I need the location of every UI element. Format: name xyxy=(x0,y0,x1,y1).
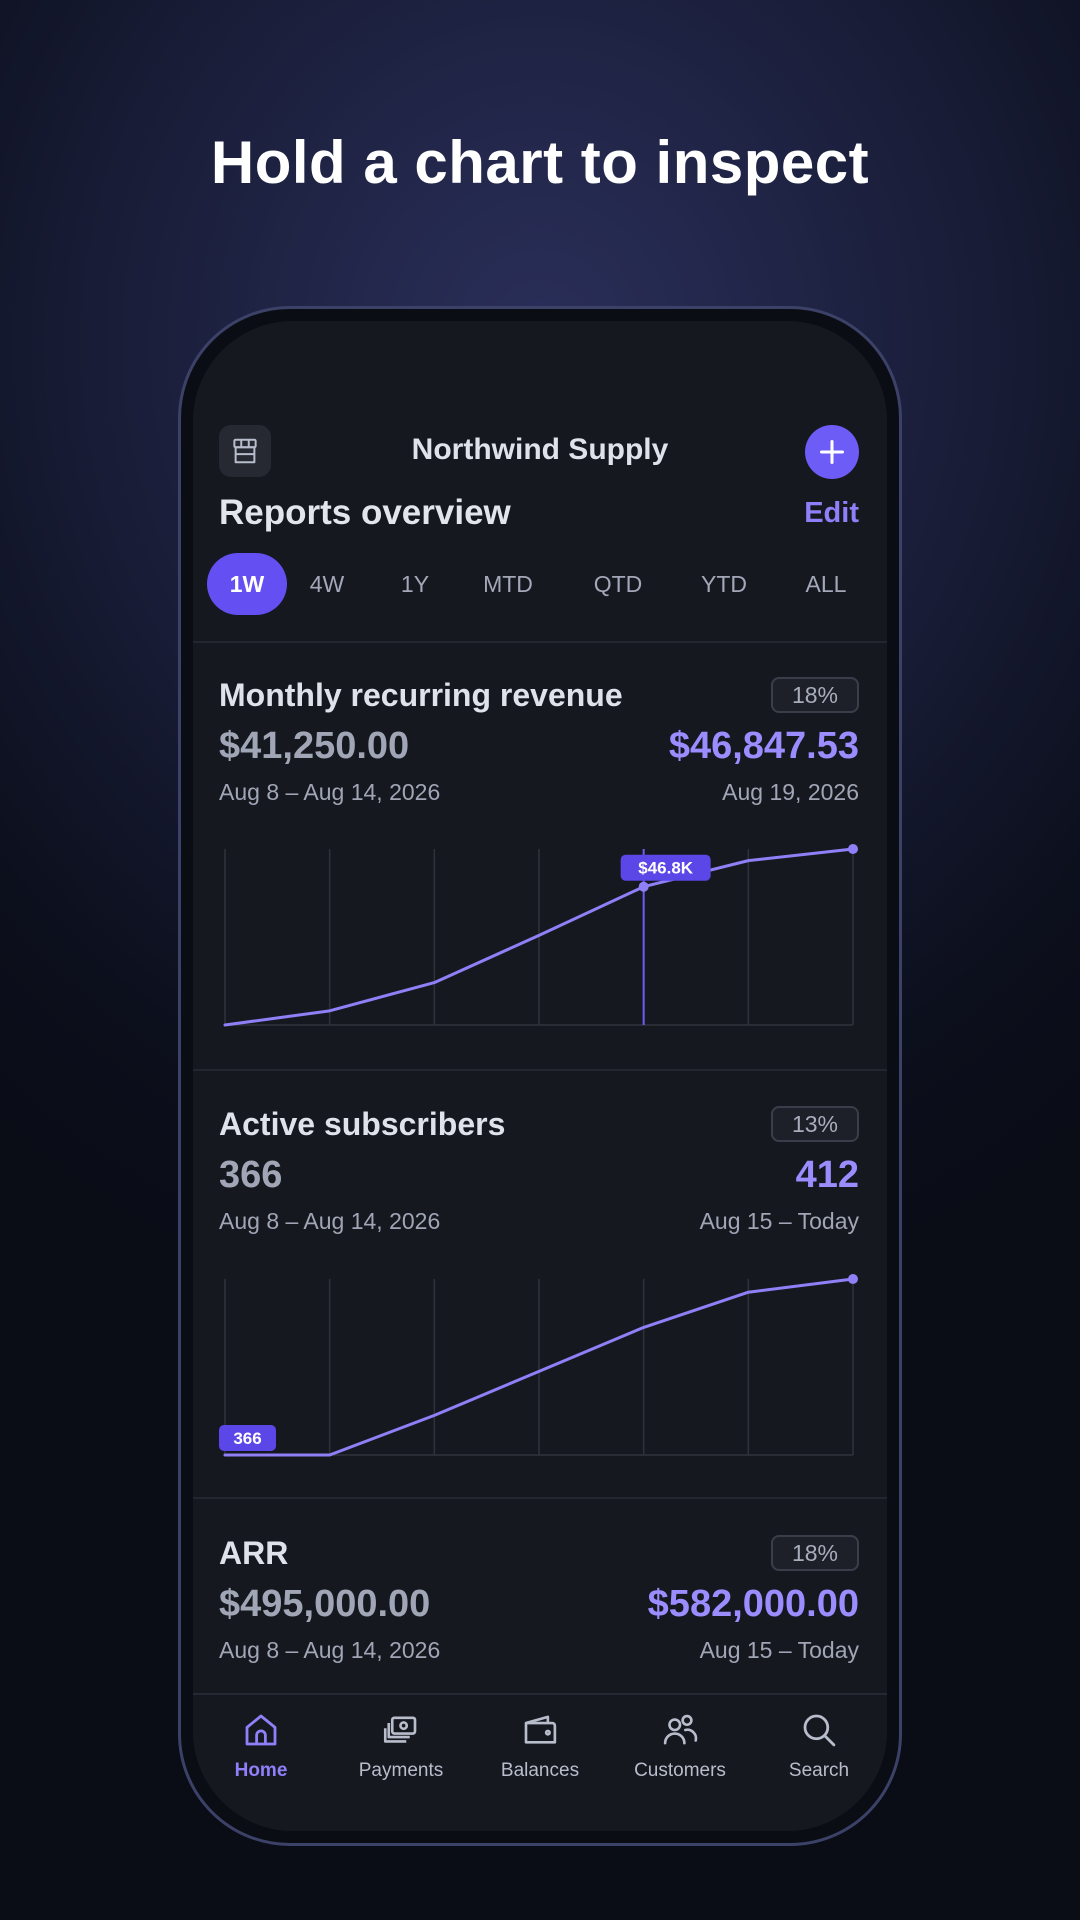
card-title-subscribers[interactable]: Active subscribers xyxy=(219,1106,506,1142)
nav-customers[interactable]: Customers xyxy=(612,1709,748,1782)
current-value: 412 xyxy=(795,1154,859,1196)
data-point xyxy=(848,1274,858,1284)
plus-icon xyxy=(819,439,845,465)
headline: Hold a chart to inspect xyxy=(210,129,870,196)
divider xyxy=(193,641,887,643)
tooltip-label: 366 xyxy=(233,1429,261,1448)
card-title-mrr[interactable]: Monthly recurring revenue xyxy=(219,677,623,713)
wallet-icon xyxy=(524,1715,557,1744)
change-badge: 18% xyxy=(771,1535,859,1571)
nav-label: Home xyxy=(234,1760,288,1781)
home-icon xyxy=(245,1714,277,1746)
tab-4w[interactable]: 4W xyxy=(309,571,345,597)
bottom-nav: Home Payments Balances xyxy=(193,1693,887,1831)
tooltip-label: $46.8K xyxy=(638,859,694,878)
payments-icon xyxy=(383,1716,417,1743)
nav-label: Payments xyxy=(358,1760,444,1781)
current-value: $582,000.00 xyxy=(647,1583,859,1625)
add-button[interactable] xyxy=(805,425,859,479)
data-point xyxy=(638,881,649,892)
nav-label: Balances xyxy=(500,1760,580,1781)
divider xyxy=(193,1069,887,1071)
search-icon xyxy=(803,1714,836,1747)
series-line xyxy=(223,847,855,1027)
previous-range: Aug 8 – Aug 14, 2026 xyxy=(219,1208,441,1234)
tab-all[interactable]: ALL xyxy=(805,571,847,597)
previous-range: Aug 8 – Aug 14, 2026 xyxy=(219,779,441,805)
change-badge: 13% xyxy=(771,1106,859,1142)
app-title: Northwind Supply xyxy=(411,433,669,466)
tab-qtd[interactable]: QTD xyxy=(593,571,643,597)
current-date: Aug 19, 2026 xyxy=(722,779,859,805)
tab-ytd[interactable]: YTD xyxy=(701,571,747,597)
nav-search[interactable]: Search xyxy=(751,1709,887,1782)
current-value: $46,847.53 xyxy=(668,725,859,767)
nav-balances[interactable]: Balances xyxy=(472,1709,608,1782)
store-button[interactable] xyxy=(219,425,271,477)
current-date: Aug 15 – Today xyxy=(699,1637,859,1663)
section-title: Reports overview xyxy=(219,493,511,532)
nav-label: Customers xyxy=(634,1760,726,1781)
tooltip-box xyxy=(620,854,711,881)
tab-mtd[interactable]: MTD xyxy=(483,571,533,597)
change-badge: 18% xyxy=(771,677,859,713)
tab-1y[interactable]: 1Y xyxy=(400,571,430,597)
previous-value: 366 xyxy=(219,1154,283,1196)
previous-range: Aug 8 – Aug 14, 2026 xyxy=(219,1637,441,1663)
nav-home[interactable]: Home xyxy=(193,1709,329,1782)
previous-value: $41,250.00 xyxy=(219,725,410,767)
app-screen: Northwind Supply Reports overview Edit 1… xyxy=(193,321,887,1831)
phone-frame: Northwind Supply Reports overview Edit 1… xyxy=(178,306,902,1846)
tooltip-box xyxy=(219,1425,276,1451)
nav-label: Search xyxy=(788,1760,850,1781)
customers-icon xyxy=(663,1714,698,1745)
storefront-icon xyxy=(233,438,257,464)
card-title-arr[interactable]: ARR xyxy=(219,1535,289,1571)
current-date: Aug 15 – Today xyxy=(699,1208,859,1234)
nav-payments[interactable]: Payments xyxy=(333,1709,469,1782)
edit-button[interactable]: Edit xyxy=(804,497,859,529)
subscribers-chart[interactable]: 366 xyxy=(219,1273,859,1463)
tab-1w[interactable]: 1W xyxy=(207,553,287,615)
divider xyxy=(193,1497,887,1499)
period-tabs: 1W 4W 1Y MTD QTD YTD ALL xyxy=(193,553,887,615)
series-line xyxy=(223,1277,855,1457)
previous-value: $495,000.00 xyxy=(219,1583,431,1625)
mrr-chart[interactable]: $46.8K xyxy=(219,843,859,1033)
data-point xyxy=(848,844,858,854)
